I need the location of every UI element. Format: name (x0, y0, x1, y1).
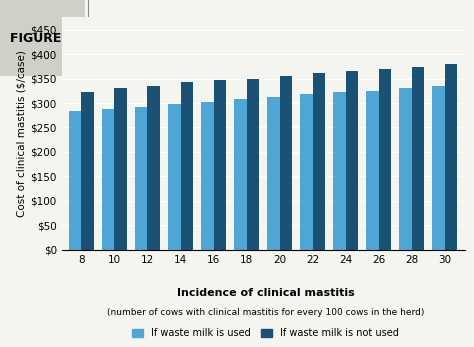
Bar (313, 73, 325, 250)
Bar (366, 91, 379, 250)
Bar (201, 102, 213, 250)
Bar (147, 86, 160, 250)
Bar (135, 107, 147, 250)
Text: FIGURE 3: FIGURE 3 (10, 32, 75, 45)
Text: Incidence of clinical mastitis: Incidence of clinical mastitis (176, 288, 354, 298)
Y-axis label: Cost of clinical mastitis ($/case): Cost of clinical mastitis ($/case) (16, 50, 26, 217)
Bar (69, 111, 82, 250)
Bar (445, 64, 457, 250)
Bar (333, 92, 346, 250)
Bar (246, 78, 259, 250)
Text: Cost of clinical mastitis ($/case) when waste milk is fed
or not to calves in Ca: Cost of clinical mastitis ($/case) when … (100, 24, 389, 45)
Legend: If waste milk is used, If waste milk is not used: If waste milk is used, If waste milk is … (128, 324, 403, 342)
Bar (412, 67, 424, 250)
Bar (280, 76, 292, 250)
Bar (181, 83, 193, 250)
Bar (168, 104, 181, 250)
FancyBboxPatch shape (0, 0, 85, 76)
Bar (399, 88, 412, 250)
Bar (379, 69, 391, 250)
Bar (114, 88, 127, 250)
Bar (213, 80, 226, 250)
Bar (234, 99, 246, 250)
Bar (432, 86, 445, 250)
Bar (300, 94, 313, 250)
Bar (267, 97, 280, 250)
Bar (82, 92, 94, 250)
Bar (346, 71, 358, 250)
Bar (102, 109, 114, 250)
Text: (number of cows with clinical mastitis for every 100 cows in the herd): (number of cows with clinical mastitis f… (107, 308, 424, 317)
